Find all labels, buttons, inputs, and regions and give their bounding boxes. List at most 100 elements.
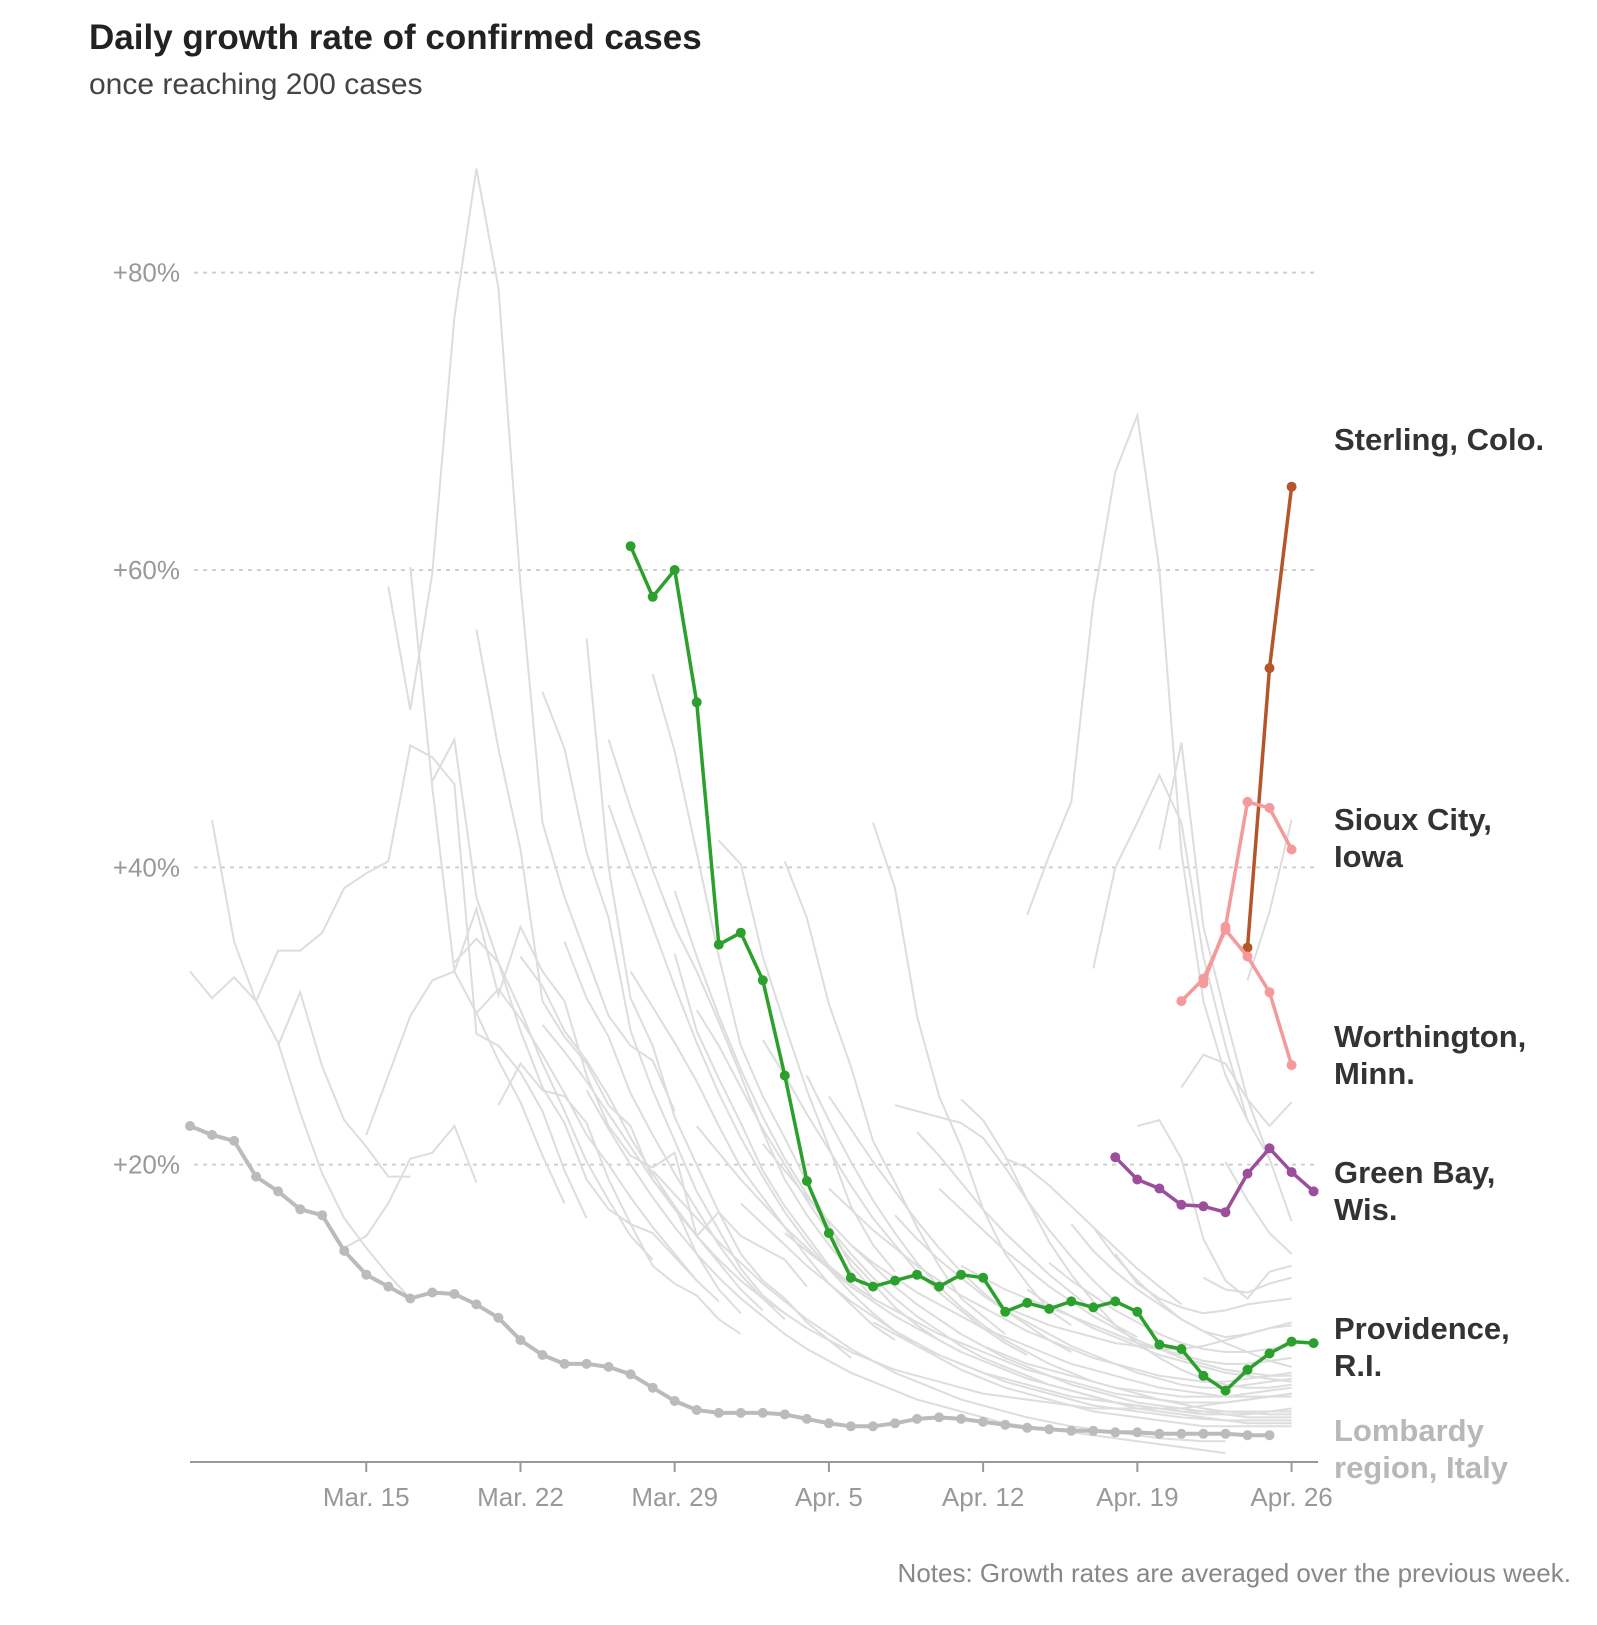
- lombardy-point: [934, 1412, 945, 1423]
- lombardy-point: [1088, 1425, 1099, 1436]
- chart-title: Daily growth rate of confirmed cases: [89, 18, 702, 57]
- providence-point: [1044, 1303, 1055, 1314]
- y-tick-label: +20%: [113, 1150, 180, 1180]
- background-series-line: [1137, 1118, 1292, 1300]
- lombardy-point: [735, 1407, 746, 1418]
- lombardy-point: [757, 1407, 768, 1418]
- green_bay-point: [1198, 1201, 1209, 1212]
- providence-point: [757, 975, 768, 986]
- providence-point: [801, 1176, 812, 1186]
- lombardy-point: [185, 1121, 195, 1131]
- x-tick-label: Mar. 15: [323, 1482, 410, 1512]
- worthington-point: [1286, 1060, 1297, 1071]
- providence-point: [1264, 1348, 1275, 1359]
- providence-point: [1198, 1370, 1209, 1381]
- providence-line: [628, 545, 1314, 1393]
- providence-point: [647, 591, 658, 602]
- background-series-line: [960, 1098, 1292, 1389]
- sterling-label: Sterling, Colo.: [1334, 422, 1544, 457]
- x-tick-label: Apr. 26: [1250, 1482, 1332, 1512]
- sterling-line: [1245, 486, 1294, 948]
- providence-point: [779, 1070, 790, 1081]
- lombardy-point: [449, 1289, 460, 1299]
- background-series: [189, 168, 1293, 1455]
- lombardy-point: [912, 1413, 922, 1424]
- background-series-line: [1026, 1288, 1292, 1383]
- lombardy-point: [493, 1312, 504, 1323]
- background-series-line: [519, 955, 764, 1312]
- background-series-line: [475, 987, 720, 1303]
- background-series-line: [872, 1321, 1292, 1413]
- background-series-line: [673, 953, 852, 1285]
- worthington-line: [1180, 928, 1294, 1066]
- background-series-line: [695, 1009, 962, 1353]
- lombardy-point: [251, 1171, 262, 1182]
- background-series-line: [651, 673, 874, 1291]
- providence-point: [1022, 1297, 1033, 1308]
- lombardy-point: [1154, 1428, 1165, 1439]
- lombardy-point: [229, 1135, 240, 1146]
- sterling-point: [1286, 481, 1297, 492]
- providence-point: [1132, 1306, 1143, 1317]
- y-tick-label: +40%: [113, 852, 180, 882]
- providence-point: [845, 1272, 856, 1283]
- providence-point: [1176, 1344, 1187, 1354]
- worthington-point: [1264, 987, 1275, 998]
- providence-point: [1000, 1306, 1011, 1317]
- background-series-line: [343, 1124, 478, 1249]
- lombardy-point: [1066, 1425, 1077, 1436]
- background-series-line: [806, 1075, 1292, 1416]
- lombardy-point: [1000, 1419, 1011, 1430]
- green_bay-point: [1154, 1183, 1165, 1194]
- lombardy-point: [691, 1405, 702, 1415]
- providence-point: [1286, 1336, 1297, 1347]
- lombardy-point: [956, 1413, 967, 1424]
- y-tick-label: +60%: [113, 555, 180, 585]
- providence-point: [934, 1281, 945, 1292]
- lombardy-point: [823, 1418, 834, 1429]
- background-series-line: [541, 1024, 1292, 1410]
- lombardy-point: [515, 1335, 526, 1346]
- lombardy-point: [295, 1204, 306, 1215]
- sioux_city-point: [1264, 802, 1275, 813]
- x-tick-label: Mar. 22: [477, 1482, 564, 1512]
- background-series-line: [872, 822, 1072, 1327]
- green_bay-point: [1264, 1143, 1275, 1154]
- worthington-point: [1242, 951, 1253, 962]
- lombardy-point: [383, 1281, 394, 1292]
- sterling-point: [1242, 942, 1253, 953]
- series-labels: Sterling, Colo. Sioux City, Iowa Worthingto…: [1334, 422, 1544, 1485]
- green_bay-label: Green Bay, Wis.: [1334, 1155, 1495, 1227]
- background-series-line: [365, 970, 566, 1204]
- lombardy-point: [978, 1416, 989, 1427]
- lombardy-point: [273, 1186, 284, 1197]
- background-series-line: [651, 1169, 1226, 1443]
- x-tick-label: Apr. 5: [795, 1482, 863, 1512]
- green_bay-point: [1242, 1168, 1253, 1179]
- green_bay-point: [1220, 1207, 1231, 1218]
- worthington-label: Worthington, Minn.: [1334, 1019, 1526, 1091]
- x-axis: Mar. 15 Mar. 22 Mar. 29 Apr. 5 Apr. 12 Apr. 1…: [190, 1461, 1333, 1512]
- background-series-line: [607, 804, 1292, 1428]
- highlighted-series: [185, 481, 1319, 1441]
- background-series-line: [211, 819, 412, 1300]
- green_bay-line: [1114, 1146, 1315, 1214]
- background-series-line: [1004, 1306, 1292, 1350]
- lombardy-point: [339, 1245, 350, 1256]
- background-series-line: [585, 1089, 1226, 1455]
- background-series-line: [629, 970, 896, 1341]
- lombardy-point: [1220, 1428, 1231, 1439]
- green_bay-point: [1286, 1167, 1297, 1178]
- providence-label-line: Providence,: [1334, 1311, 1510, 1346]
- green_bay-point: [1176, 1199, 1187, 1210]
- background-series-line: [1202, 1276, 1292, 1294]
- sioux_city-label-line: Iowa: [1334, 839, 1404, 874]
- providence-point: [713, 939, 724, 950]
- providence-point: [669, 565, 680, 575]
- sioux_city-label: Sioux City, Iowa: [1334, 802, 1492, 874]
- green_bay-point: [1132, 1174, 1143, 1185]
- providence-point: [978, 1272, 989, 1283]
- background-series-line: [563, 941, 786, 1321]
- background-series-line: [1004, 1157, 1183, 1306]
- providence-point: [1110, 1296, 1121, 1307]
